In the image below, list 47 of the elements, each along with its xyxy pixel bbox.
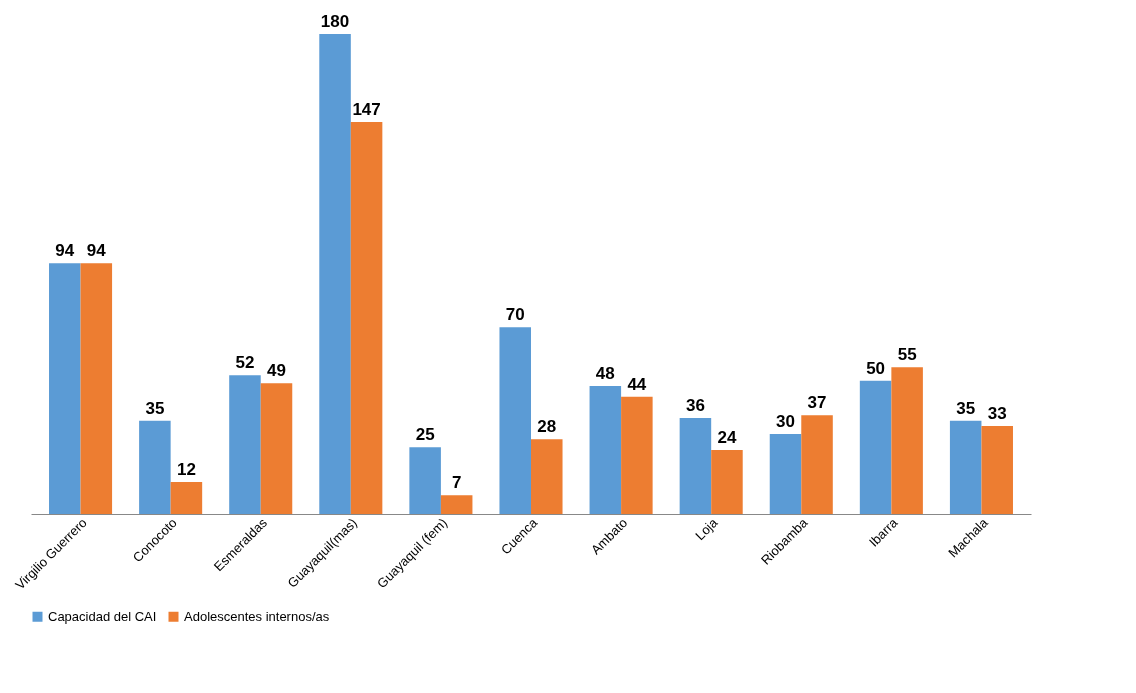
- bar: [891, 367, 923, 514]
- data-label: 24: [717, 428, 737, 447]
- data-label: 55: [897, 345, 917, 365]
- data-label: 33: [987, 404, 1007, 423]
- data-label: 12: [176, 460, 196, 479]
- bar: [769, 434, 802, 514]
- bar: [229, 375, 261, 514]
- bar: [49, 263, 81, 514]
- bar: [170, 482, 203, 514]
- bar: [589, 386, 622, 514]
- bar: [531, 439, 563, 514]
- data-label: 48: [595, 364, 615, 383]
- data-label: 30: [776, 412, 795, 431]
- legend-label: Capacidad del CAI: [48, 608, 157, 624]
- bar: [711, 450, 743, 514]
- bar: [949, 420, 982, 514]
- bar: [440, 495, 473, 514]
- data-label: 28: [537, 417, 557, 437]
- data-label: 50: [866, 358, 886, 378]
- data-label: 35: [145, 398, 165, 418]
- data-label: 94: [55, 241, 75, 261]
- data-label: 70: [505, 305, 525, 325]
- data-label: 7: [451, 473, 462, 493]
- data-label: 94: [86, 241, 107, 261]
- bar: [859, 380, 892, 514]
- bar: [801, 415, 833, 514]
- legend-label: Adolescentes internos/as: [184, 608, 330, 624]
- bar: [499, 327, 531, 514]
- data-label: 180: [320, 12, 350, 31]
- data-label: 35: [956, 398, 976, 418]
- bar: [80, 263, 113, 514]
- data-label: 147: [352, 100, 381, 119]
- data-label: 37: [807, 393, 827, 413]
- bar: [260, 383, 293, 514]
- bar: [319, 34, 351, 514]
- data-label: 52: [235, 353, 255, 373]
- bar: [981, 426, 1013, 514]
- data-label: 44: [627, 374, 647, 394]
- x-tick-label: Loja: [692, 514, 721, 544]
- bar: [350, 122, 383, 514]
- bar: [679, 418, 712, 514]
- data-label: 36: [685, 396, 705, 415]
- data-label: 49: [267, 361, 286, 381]
- bar: [139, 420, 171, 514]
- data-label: 25: [415, 425, 435, 445]
- bar: [621, 396, 653, 514]
- bar: [409, 447, 441, 514]
